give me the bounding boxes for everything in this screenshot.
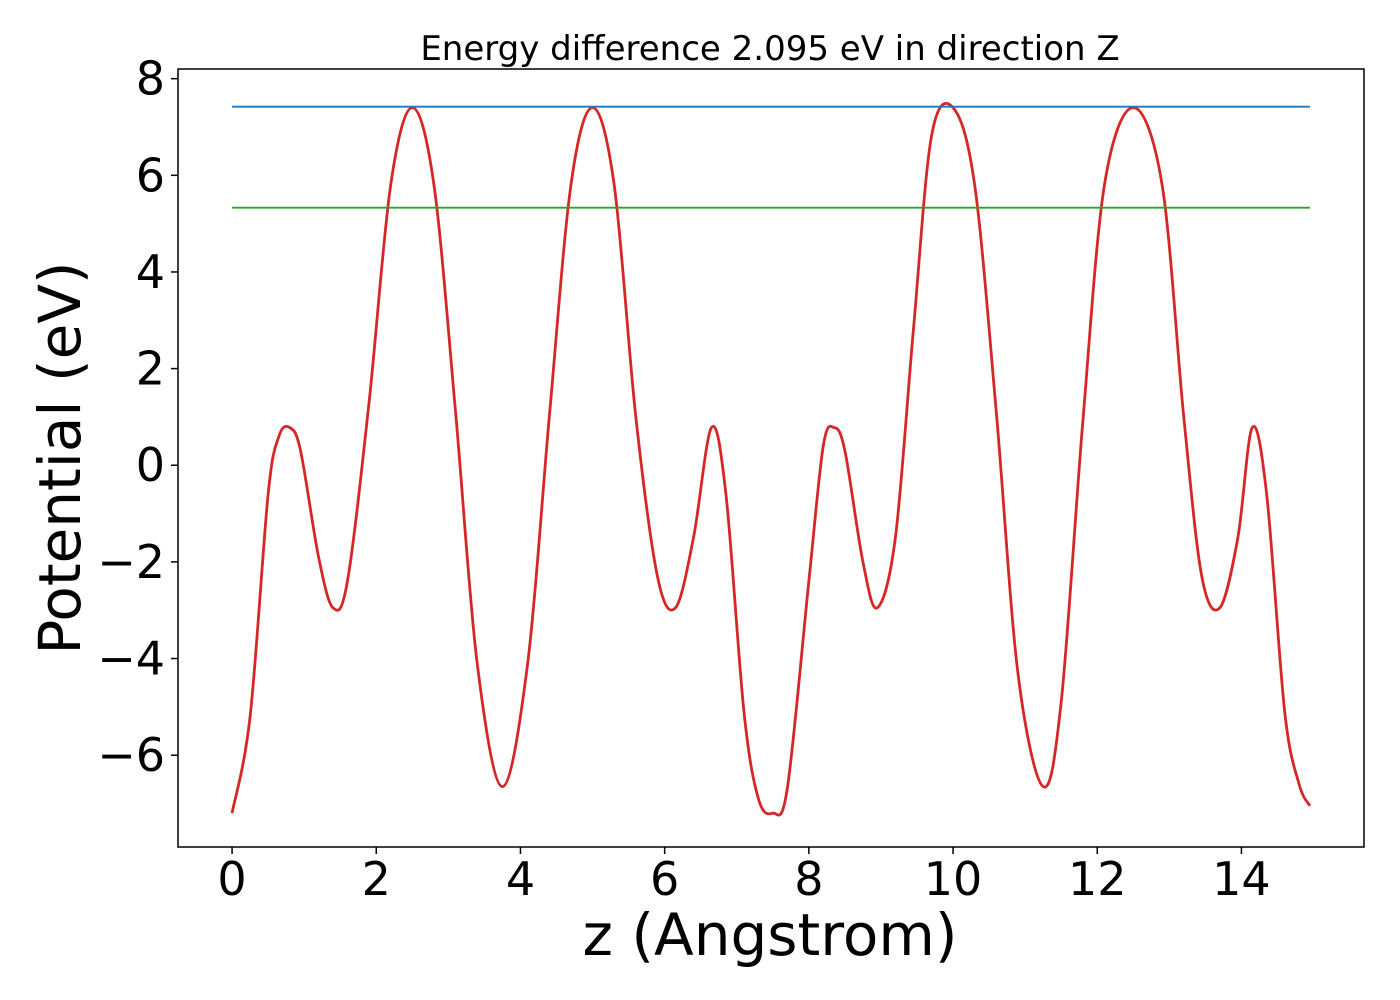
y-tick-label: 2 bbox=[136, 342, 165, 396]
x-tick-label: 6 bbox=[650, 852, 679, 906]
x-tick-label: 2 bbox=[362, 852, 391, 906]
y-axis-label: Potential (eV) bbox=[26, 261, 94, 654]
y-tick-label: 4 bbox=[136, 245, 165, 299]
y-tick-label: −6 bbox=[97, 728, 165, 782]
y-tick-label: 8 bbox=[136, 52, 165, 106]
y-tick-label: −2 bbox=[97, 535, 165, 589]
y-tick-label: 0 bbox=[136, 438, 165, 492]
series-line-0 bbox=[230, 102, 1312, 817]
x-axis-label: z (Angstrom) bbox=[583, 901, 958, 969]
x-tick-label: 8 bbox=[794, 852, 823, 906]
x-axis-ticks: 0 2 4 6 8 10 12 14 bbox=[217, 847, 1271, 906]
x-tick-label: 10 bbox=[924, 852, 983, 906]
y-axis-ticks: −6 −4 −2 0 2 4 6 8 bbox=[97, 52, 178, 782]
plot-lines bbox=[230, 102, 1312, 817]
y-tick-label: 6 bbox=[136, 148, 165, 202]
plot-frame bbox=[177, 68, 1365, 848]
y-tick-label: −4 bbox=[97, 632, 165, 686]
chart-title: Energy difference 2.095 eV in direction … bbox=[420, 29, 1119, 69]
x-tick-label: 4 bbox=[506, 852, 535, 906]
x-tick-label: 0 bbox=[217, 852, 246, 906]
x-tick-label: 14 bbox=[1212, 852, 1271, 906]
x-tick-label: 12 bbox=[1068, 852, 1127, 906]
